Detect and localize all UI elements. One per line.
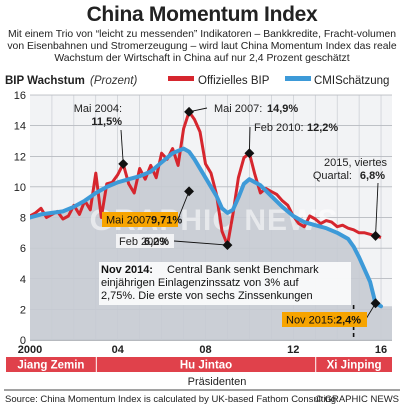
legend-label-official: Offizielles BIP [198,75,270,87]
y-tick-label: 16 [14,90,26,102]
annotation-label: Mai 2007: [106,215,154,227]
event-note-line2: einjährigen Einlagenzinssatz von 3% auf [101,277,299,289]
y-axis-label: BIP Wachstum [5,75,85,87]
credit: © GRAPHIC NEWS [315,394,399,405]
annotation-label: Mai 2004: [74,103,122,115]
president-bar [6,357,96,372]
annotation-value: 11,5% [91,116,122,128]
y-tick-label: 10 [14,182,26,194]
annotation-highlight-box [282,312,367,327]
annotation-marker [222,240,233,251]
legend-label-cmi: CMISchätzung [314,75,389,87]
president-axis-label: Präsidenten [188,376,247,388]
x-tick-label: 04 [112,344,125,356]
page-subtitle: Mit einem Trio von “leicht zu messenden”… [7,29,397,64]
y-tick-label: 6 [20,243,26,255]
annotation-leader [173,240,228,246]
x-tick-label: 08 [199,344,211,356]
annotation-mai-2004: Mai 2004: 11,5% [74,103,123,128]
page-title: China Momentum Index [86,3,318,26]
annotation-cmi-mai-2007: Mai 2007: 9,71% [102,212,182,227]
annotation-leader [177,191,190,220]
legend-swatch-official [168,76,194,81]
series-line-official [30,110,382,247]
y-tick-label: 14 [14,121,26,133]
annotation-marker [244,148,255,159]
x-tick-label: 12 [287,344,299,356]
annotation-label: Mai 2007: [214,103,262,115]
event-note-line3: 2,75%. Die erste von sechs Zinssenkungen [101,290,313,302]
event-note-box [99,262,351,305]
x-axis: 2000 04 08 12 16 [18,344,387,356]
annotation-value: 9,71% [151,215,182,227]
president-name: Xi Jinping [327,360,382,372]
legend-swatch-cmi [285,76,311,81]
y-axis-unit: (Prozent) [90,75,137,87]
annotation-label: Nov 2015: [286,315,336,327]
annotation-marker [370,298,381,309]
annotation-nov-2015: Nov 2015: 2,4% [282,312,367,327]
y-tick-label: 0 [20,335,26,347]
legend: Offizielles BIP CMISchätzung [168,75,389,87]
president-name: Hu Jintao [180,360,232,372]
annotation-marker [184,186,195,197]
y-tick-label: 8 [20,213,26,225]
series-line-cmi [30,146,383,309]
president-name: Jiang Zemin [17,360,84,372]
event-note-nov-2014: Nov 2014: Central Bank senkt Benchmark e… [99,262,351,305]
annotation-value: 2,4% [336,315,361,327]
annotation-value: 6,8% [360,170,385,182]
annotation-feb-2010: Feb 2010: 12,2% [254,122,338,134]
event-note-title: Nov 2014: [101,264,153,276]
annotation-label-line1: 2015, viertes [324,157,387,169]
source-note: Source: China Momentum Index is calculat… [5,394,336,405]
annotation-value: 14,9% [267,103,298,115]
annotation-label: Feb 2009: [119,236,169,248]
annotation-leader [120,129,124,164]
x-tick-label: 2000 [18,344,42,356]
y-axis: 0 2 4 6 8 10 12 14 16 [14,90,26,347]
president-bar [96,357,316,372]
annotation-leader [375,182,379,236]
x-tick-label: 16 [375,344,387,356]
y-tick-label: 2 [20,304,26,316]
annotation-value: 12,2% [307,122,338,134]
annotation-marker [118,158,129,169]
annotation-2015-q4: 2015, viertes Quartal: 6,8% [313,157,388,182]
annotation-label-line2: Quartal: [313,170,352,182]
annotation-box [116,234,174,248]
president-bar [316,357,392,372]
y-tick-label: 12 [14,151,26,163]
president-bars: Jiang Zemin Hu Jintao Xi Jinping [6,357,392,372]
annotation-marker [370,230,381,241]
annotation-value: 6,2% [144,236,169,248]
annotation-marker [184,106,195,117]
annotation-highlight-box [102,212,178,227]
annotation-label: Feb 2010: [254,122,304,134]
annotation-feb-2009: Feb 2009: 6,2% [116,234,174,248]
event-note-line1: Central Bank senkt Benchmark [167,264,319,276]
y-tick-label: 4 [20,274,26,286]
annotation-leaders [118,106,381,320]
annotation-mai-2007: Mai 2007: 14,9% [214,103,298,115]
